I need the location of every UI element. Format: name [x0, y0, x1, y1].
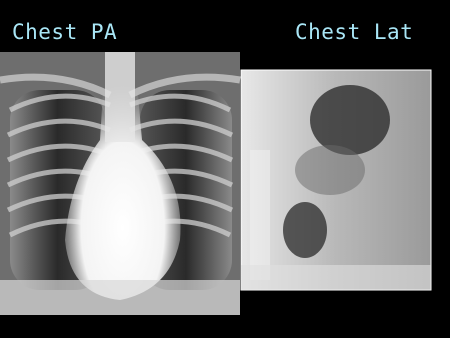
pa-label: Chest PA	[12, 20, 118, 44]
chest-lat-image	[240, 69, 432, 291]
chest-pa-image	[0, 52, 241, 315]
lat-label: Chest Lat	[295, 20, 414, 44]
